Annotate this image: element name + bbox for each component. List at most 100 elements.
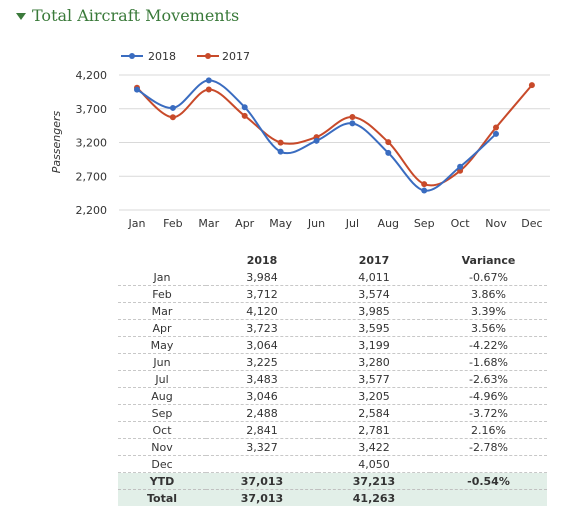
x-tick-label: Jul [345,217,359,230]
table-row: Sep 2,488 2,584 -3.72% [118,404,547,422]
cell-value-2018: 4,120 [206,302,318,320]
cell-value-2017: 3,422 [318,438,430,456]
x-tick-label: Mar [198,217,219,230]
cell-variance: 3.86% [430,285,547,303]
y-tick-label: 3,700 [76,103,108,116]
cell-variance: -2.63% [430,370,547,388]
data-point-2018 [205,77,212,84]
cell-value-2017: 3,199 [318,336,430,354]
cell-variance: 2.16% [430,421,547,439]
cell-month: Nov [118,438,206,456]
legend-marker-2017 [205,53,211,59]
cell-value-2017: 2,781 [318,421,430,439]
y-tick-label: 2,700 [76,170,108,183]
cell-variance [430,489,547,506]
x-tick-label: Sep [414,217,435,230]
cell-variance: -2.78% [430,438,547,456]
table-row: Jul 3,483 3,577 -2.63% [118,370,547,388]
section-title: Total Aircraft Movements [32,5,240,25]
cell-value-2018: 37,013 [206,489,318,506]
data-point-2018 [277,148,284,155]
data-point-2017 [169,114,176,121]
cell-value-2018: 3,984 [206,269,318,286]
caret-down-icon [16,12,26,20]
data-point-2018 [134,86,140,93]
cell-value-2018: 3,225 [206,353,318,371]
data-point-2018 [169,104,176,111]
x-tick-label: Feb [163,217,182,230]
cell-value-2018: 37,013 [206,472,318,490]
y-tick-label: 4,200 [76,69,108,82]
cell-value-2017: 3,280 [318,353,430,371]
x-tick-label: Aug [378,217,399,230]
cell-value-2017: 41,263 [318,489,430,506]
cell-value-2018 [206,455,318,473]
cell-month: Dec [118,455,206,473]
cell-value-2018: 3,712 [206,285,318,303]
x-tick-label: Jun [307,217,325,230]
cell-value-2018: 3,064 [206,336,318,354]
table-row: May 3,064 3,199 -4.22% [118,336,547,354]
line-chart: 4,200 3,700 3,200 2,700 2,200 Passengers Jan Fe… [50,50,550,230]
ytd-row: YTD 37,013 37,213 -0.54% [118,472,547,490]
cell-variance: -0.54% [430,472,547,490]
cell-month: Jan [118,269,206,286]
data-point-2017 [349,114,356,121]
cell-variance: 3.39% [430,302,547,320]
data-point-2017 [528,82,535,89]
data-point-2018 [241,104,248,111]
table-row: Jun 3,225 3,280 -1.68% [118,353,547,371]
data-table: 2018 2017 Variance Jan 3,984 4,011 -0.67% Fe… [118,252,547,506]
data-point-2018 [349,120,356,127]
data-point-2017 [241,112,248,119]
cell-variance: -3.72% [430,404,547,422]
table-header-row: 2018 2017 Variance [118,252,547,269]
cell-value-2017: 3,574 [318,285,430,303]
cell-value-2017: 3,577 [318,370,430,388]
cell-value-2017: 3,205 [318,387,430,405]
total-row: Total 37,013 41,263 [118,489,547,506]
cell-value-2017: 4,050 [318,455,430,473]
cell-value-2017: 2,584 [318,404,430,422]
x-tick-label: Oct [451,217,471,230]
cell-value-2017: 3,985 [318,302,430,320]
cell-month: YTD [118,472,206,490]
cell-variance: 3.56% [430,319,547,337]
header-cell-variance: Variance [461,254,516,267]
cell-value-2018: 3,327 [206,438,318,456]
data-point-2017 [421,181,428,188]
data-point-2017 [493,124,499,131]
cell-variance: -4.22% [430,336,547,354]
cell-month: Mar [118,302,206,320]
legend-label-2018: 2018 [148,50,176,63]
y-tick-label: 2,200 [76,204,108,217]
cell-month: Sep [118,404,206,422]
header-cell-blank [118,252,206,269]
cell-variance: -4.96% [430,387,547,405]
cell-value-2018: 3,046 [206,387,318,405]
cell-value-2017: 4,011 [318,269,430,286]
table-row: Oct 2,841 2,781 2.16% [118,421,547,439]
data-point-2018 [493,130,499,137]
data-point-2018 [457,163,464,170]
cell-value-2017: 3,595 [318,319,430,337]
legend-label-2017: 2017 [222,50,250,63]
x-tick-label: Nov [485,217,507,230]
cell-month: Aug [118,387,206,405]
table-row: Feb 3,712 3,574 3.86% [118,285,547,303]
cell-month: Jul [118,370,206,388]
data-point-2018 [385,149,392,156]
x-tick-label: Apr [235,217,255,230]
cell-value-2018: 2,841 [206,421,318,439]
x-tick-label: May [269,217,292,230]
cell-variance: -0.67% [430,269,547,286]
legend-marker-2018 [129,53,135,59]
cell-month: May [118,336,206,354]
x-tick-label: Jan [128,217,146,230]
data-point-2017 [205,86,212,93]
data-point-2017 [277,139,284,146]
section-header-toggle[interactable]: Total Aircraft Movements [16,3,239,27]
y-tick-label: 3,200 [76,137,108,150]
data-point-2017 [385,139,392,146]
data-point-2018 [313,137,320,144]
